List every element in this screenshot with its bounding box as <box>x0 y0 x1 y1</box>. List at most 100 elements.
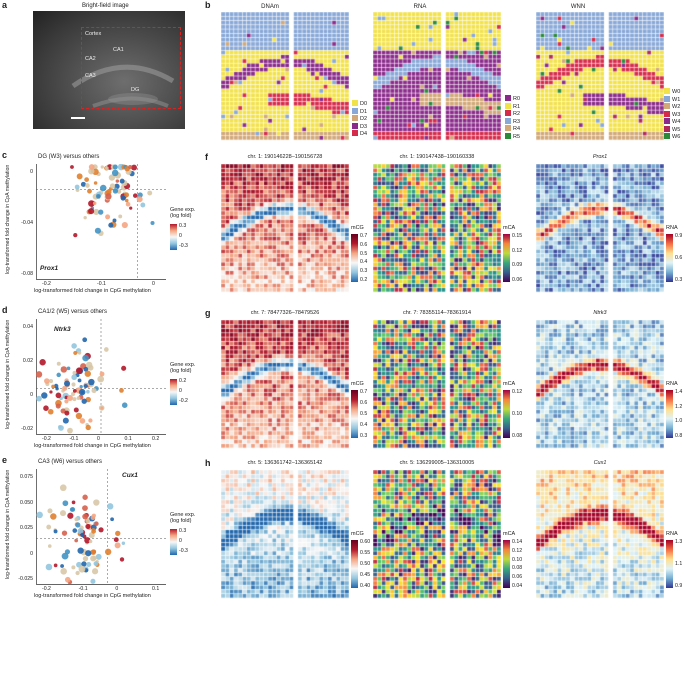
gene-point <box>74 538 79 543</box>
gene-point <box>121 221 128 229</box>
gene-point <box>100 406 104 410</box>
region-cortex: Cortex <box>85 31 102 37</box>
y-tick-label: 0 <box>30 550 33 557</box>
gene-point <box>90 549 97 555</box>
colorbar-tick: 0 <box>179 388 182 394</box>
colorbar-tick: 0.3 <box>179 223 187 229</box>
colorbar-tick: 0.09 <box>512 262 523 269</box>
gene-point <box>47 544 52 548</box>
gene-point <box>53 529 58 534</box>
scatter-title: DG (W3) versus others <box>38 154 100 160</box>
gene-point <box>61 552 69 560</box>
spatial-heatmap-mcg <box>221 320 349 450</box>
brightfield-texture <box>71 64 175 108</box>
colorbar-tick: 0 <box>179 538 182 544</box>
gene-point <box>88 418 93 423</box>
gene-point <box>98 209 104 215</box>
gene-point <box>47 408 54 415</box>
legend-item-R3: R3 <box>505 117 521 126</box>
gene-point <box>91 528 97 534</box>
x-tick-label: 0.1 <box>152 586 160 592</box>
legend-label: R0 <box>513 96 521 102</box>
legend-swatch <box>352 130 358 136</box>
scale-bar <box>71 117 85 119</box>
map-title: chr. 5: 136361742–136365142 <box>247 460 323 466</box>
axes <box>36 319 166 435</box>
legend-item-D0: D0 <box>352 100 367 108</box>
roi-box <box>81 27 181 109</box>
scatter-title: CA1/2 (W5) versus others <box>38 309 108 315</box>
x-tick-label: 0.2 <box>152 436 160 442</box>
colorbar-tick: 0.10 <box>512 556 523 563</box>
legend-item-W6: W6 <box>664 133 680 141</box>
gene-point <box>79 384 83 389</box>
gene-point <box>118 214 123 219</box>
map-title: chr. 7: 78355114–78361914 <box>402 310 472 316</box>
highlight-gene-label: Prox1 <box>40 265 59 272</box>
gene-point <box>85 361 93 369</box>
colorbar-tick: 0.15 <box>512 233 523 239</box>
legend-label: W6 <box>672 134 681 140</box>
gene-point <box>104 166 109 171</box>
highlight-gene-label: Ntrk3 <box>54 326 71 333</box>
gene-point <box>80 532 85 538</box>
gene-point <box>56 361 61 366</box>
y-tick-label: 0.04 <box>22 324 33 330</box>
legend-label: R4 <box>513 126 521 132</box>
x-tick-label: 0 <box>115 586 119 592</box>
x-tick-label: -0.1 <box>69 436 79 442</box>
x-tick-label: -0.2 <box>42 281 51 287</box>
colorbar-tick: 1.2 <box>675 403 683 410</box>
spatial-heatmap-mca <box>373 164 501 294</box>
y-axis-label: log-transformed fold change in CpA methy… <box>5 164 11 274</box>
gene-point <box>88 378 95 386</box>
gene-point <box>95 553 102 560</box>
gene-point <box>93 181 98 185</box>
colorbar <box>666 390 673 438</box>
gene-point <box>81 561 87 567</box>
gene-point <box>53 563 58 568</box>
legend-swatch <box>664 118 670 124</box>
gene-point <box>124 192 130 198</box>
colorbar-label: mCA <box>503 381 516 387</box>
gene-point <box>82 513 89 520</box>
gene-point <box>72 370 77 376</box>
legend-label: R5 <box>513 133 521 140</box>
panel-h-label: h <box>205 458 211 468</box>
y-tick-label: 0.02 <box>22 358 33 364</box>
gene-point <box>119 178 125 184</box>
brightfield-image: Cortex CA1 CA2 CA3 DG <box>33 11 185 129</box>
colorbar <box>503 390 510 438</box>
gene-point <box>79 418 86 424</box>
gene-point <box>70 165 74 169</box>
legend-swatch <box>505 110 511 116</box>
gene-point <box>59 484 67 492</box>
legend-swatch <box>505 132 511 139</box>
x-tick-label: 0 <box>97 436 100 442</box>
panel-a-title: Bright-field image <box>82 3 129 9</box>
legend-item-R4: R4 <box>505 125 520 133</box>
legend-swatch <box>352 107 358 114</box>
legend-item-W2: W2 <box>664 103 680 111</box>
gene-point <box>85 396 91 403</box>
gene-point <box>53 383 59 389</box>
colorbar-tick: 0.6 <box>360 241 368 248</box>
legend-item-W0: W0 <box>664 88 680 96</box>
gene-point <box>64 576 71 583</box>
colorbar-tick: 0.3 <box>675 277 683 283</box>
gene-point <box>76 561 82 568</box>
panel-b-label: b <box>205 0 211 10</box>
gene-exp-legend-title: Gene exp. (log fold) <box>170 207 196 219</box>
gene-point <box>93 208 100 216</box>
colorbar-tick: 0.12 <box>512 247 523 254</box>
legend-label: R3 <box>513 118 521 125</box>
x-tick-label: 0 <box>152 281 155 287</box>
y-tick-label: 0.025 <box>20 525 33 531</box>
legend-swatch <box>352 100 358 106</box>
gene-point <box>112 164 118 170</box>
gene-point <box>114 542 121 549</box>
gene-point <box>36 371 43 378</box>
gene-point <box>86 389 90 394</box>
gene-point <box>128 165 133 169</box>
scatter-plot-area <box>36 319 166 435</box>
